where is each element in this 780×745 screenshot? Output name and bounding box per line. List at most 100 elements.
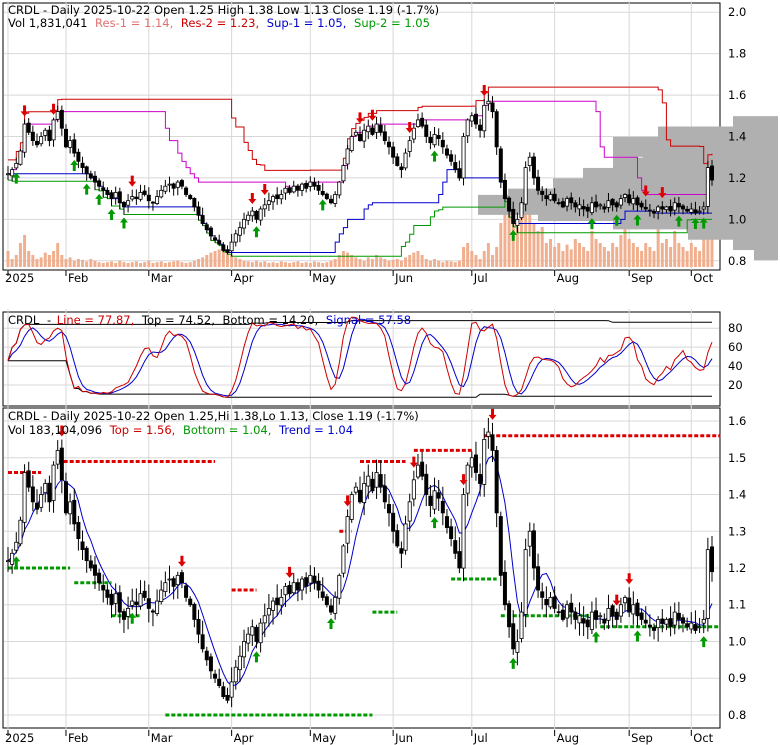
legend-res1: Res-1 = 1.14, (95, 16, 173, 30)
candle-body (552, 596, 557, 609)
candle-body (316, 184, 321, 191)
candle-body (159, 189, 164, 198)
volume-bar (590, 231, 594, 267)
volume-bar (250, 262, 254, 267)
buy-arrow (252, 651, 261, 663)
volume-bar (10, 259, 14, 267)
y-tick-label: 1.6 (728, 88, 746, 102)
legend-line: Line = 77.87, (57, 313, 135, 327)
sell-arrow (405, 122, 414, 134)
volume-bar (14, 255, 18, 267)
candle-body (507, 603, 512, 628)
candle-body (275, 597, 280, 606)
legend-res2: Res-2 = 1.23, (181, 16, 259, 30)
x-tick-label: Feb (68, 731, 88, 745)
candle-body (577, 204, 582, 210)
candle-body (34, 502, 39, 510)
candle-body (6, 560, 11, 563)
candle-body (374, 123, 379, 133)
volume-bar (267, 263, 271, 267)
candle-body (693, 624, 698, 631)
candle-body (275, 194, 280, 200)
volume-bar (606, 251, 610, 267)
volume-bar (399, 260, 403, 267)
candle-body (30, 131, 35, 142)
volume-bar (196, 259, 200, 267)
candle-body (10, 552, 15, 565)
candle-body (399, 166, 404, 171)
candle-body (22, 123, 27, 153)
sell-arrow (612, 594, 621, 606)
candle-body (631, 198, 636, 205)
volume-bar (275, 263, 279, 267)
candle-body (233, 666, 238, 683)
candle-body (581, 206, 586, 210)
volume-bar (176, 260, 180, 267)
candle-body (511, 623, 516, 650)
candle-body (105, 589, 110, 598)
candle-body (672, 611, 677, 626)
candle-body (250, 626, 255, 636)
volume-bar (354, 257, 358, 267)
candle-body (656, 206, 661, 212)
res-2-line (8, 86, 713, 171)
volume-bar (85, 261, 89, 267)
trend-panel-legend: Vol 183,104,096 Top = 1.56, Bottom = 1.0… (8, 423, 353, 437)
candle-body (88, 173, 93, 179)
candle-body (420, 461, 425, 477)
volume-bar (234, 257, 238, 267)
volume-bar (321, 263, 325, 267)
candle-body (697, 626, 702, 629)
candle-body (531, 156, 536, 179)
candle-body (10, 169, 15, 177)
volume-bar (520, 195, 524, 267)
candle-body (192, 197, 197, 208)
candle-body (55, 111, 60, 120)
candle-body (647, 209, 652, 212)
sell-arrow (641, 185, 650, 197)
candle-body (117, 191, 122, 204)
candle-body (167, 578, 172, 581)
volume-bar (205, 255, 209, 267)
stoch-panel-legend: CRDL - Line = 77.87, Top = 74.52, Bottom… (8, 313, 411, 327)
volume-bar (329, 260, 333, 267)
candle-body (295, 582, 300, 591)
candle-body (266, 200, 271, 205)
candle-body (614, 202, 619, 208)
y-tick-label: 1.8 (728, 47, 746, 61)
candle-body (39, 494, 44, 508)
candle-body (242, 641, 247, 658)
buy-arrow (119, 217, 128, 229)
candle-body (701, 206, 706, 210)
volume-bar (482, 251, 486, 267)
volume-bar (677, 243, 681, 267)
y-tick-label: 1.4 (728, 130, 746, 144)
x-tick-label: Aug (557, 731, 579, 745)
candle-body (395, 530, 400, 547)
candle-body (569, 197, 574, 204)
candle-body (353, 486, 358, 493)
volume-bar (648, 247, 652, 267)
candle-body (556, 202, 561, 204)
legend-sup2: Sup-2 = 1.05 (354, 16, 430, 30)
candle-body (473, 113, 478, 125)
candle-body (652, 211, 657, 214)
candle-body (415, 119, 420, 128)
volume-bar (60, 255, 64, 267)
candle-body (279, 194, 284, 200)
legend-signal: Signal = 57.58 (326, 313, 411, 327)
candle-body (573, 611, 578, 620)
volume-bar (698, 251, 702, 267)
candle-body (407, 140, 412, 152)
candle-body (411, 127, 416, 140)
candle-body (266, 608, 271, 616)
candle-body (155, 196, 160, 205)
legend-top2: Top = 1.56, (109, 423, 176, 437)
volume-bar (159, 261, 163, 267)
volume-bar (27, 251, 31, 267)
candle-body (320, 190, 325, 195)
candle-body (527, 530, 532, 547)
candle-body (602, 206, 607, 210)
candle-body (556, 611, 561, 614)
volume-bar (168, 262, 172, 267)
